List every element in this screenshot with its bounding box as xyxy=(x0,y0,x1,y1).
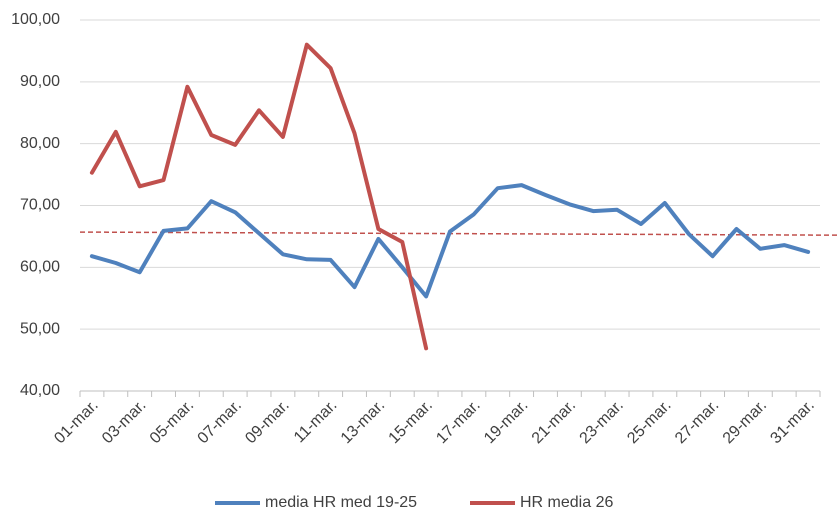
x-tick-label: 03-mar. xyxy=(99,397,149,447)
x-tick-label: 05-mar. xyxy=(147,397,197,447)
series-line xyxy=(89,42,429,351)
x-tick-label: 29-mar. xyxy=(720,397,770,447)
y-tick-label: 50,00 xyxy=(20,320,60,337)
x-tick-label: 21-mar. xyxy=(529,397,579,447)
y-tick-label: 90,00 xyxy=(20,73,60,90)
x-tick-label: 19-mar. xyxy=(481,397,531,447)
y-tick-label: 70,00 xyxy=(20,197,60,214)
y-tick-label: 100,00 xyxy=(11,11,60,28)
y-tick-label: 60,00 xyxy=(20,259,60,276)
x-tick-label: 07-mar. xyxy=(195,397,245,447)
trendline xyxy=(79,231,839,236)
x-tick-label: 31-mar. xyxy=(767,397,817,447)
series-line xyxy=(89,183,811,299)
x-tick-label: 11-mar. xyxy=(291,397,341,447)
y-tick-label: 40,00 xyxy=(20,382,60,399)
x-tick-label: 13-mar. xyxy=(338,397,388,447)
legend-label: media HR med 19-25 xyxy=(265,494,417,511)
x-tick-label: 15-mar. xyxy=(386,397,436,447)
x-tick-label: 27-mar. xyxy=(672,397,722,447)
legend-label: HR media 26 xyxy=(520,494,613,511)
x-tick-label: 23-mar. xyxy=(577,397,627,447)
x-tick-label: 09-mar. xyxy=(242,397,292,447)
x-tick-label: 01-mar. xyxy=(51,397,101,447)
x-tick-label: 17-mar. xyxy=(433,397,483,447)
x-tick-label: 25-mar. xyxy=(624,397,674,447)
y-tick-label: 80,00 xyxy=(20,135,60,152)
